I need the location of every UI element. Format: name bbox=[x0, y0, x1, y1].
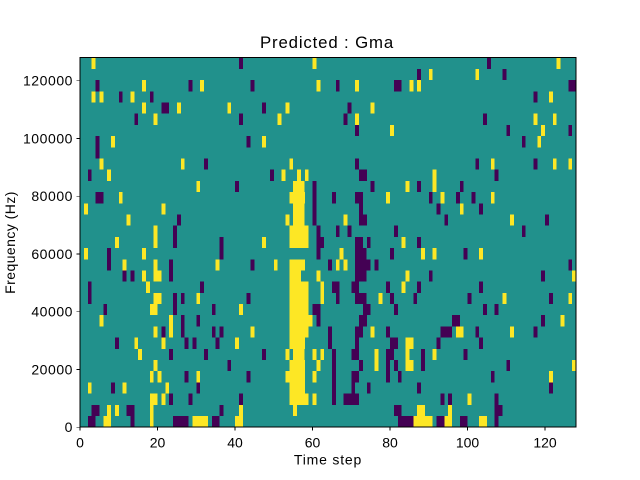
svg-text:40000: 40000 bbox=[31, 304, 73, 320]
svg-text:120000: 120000 bbox=[23, 73, 73, 89]
svg-text:20000: 20000 bbox=[31, 361, 73, 377]
svg-text:0: 0 bbox=[65, 419, 73, 435]
svg-text:40: 40 bbox=[227, 435, 243, 451]
svg-text:60: 60 bbox=[305, 435, 321, 451]
svg-text:Frequency (Hz): Frequency (Hz) bbox=[2, 191, 18, 294]
svg-text:Predicted : Gma: Predicted : Gma bbox=[260, 33, 394, 52]
svg-text:Time step: Time step bbox=[294, 452, 362, 468]
svg-text:60000: 60000 bbox=[31, 246, 73, 262]
svg-text:0: 0 bbox=[76, 435, 84, 451]
svg-text:80: 80 bbox=[382, 435, 398, 451]
svg-text:120: 120 bbox=[533, 435, 557, 451]
svg-text:100000: 100000 bbox=[23, 130, 73, 146]
svg-text:20: 20 bbox=[150, 435, 166, 451]
svg-text:80000: 80000 bbox=[31, 188, 73, 204]
svg-text:100: 100 bbox=[456, 435, 480, 451]
